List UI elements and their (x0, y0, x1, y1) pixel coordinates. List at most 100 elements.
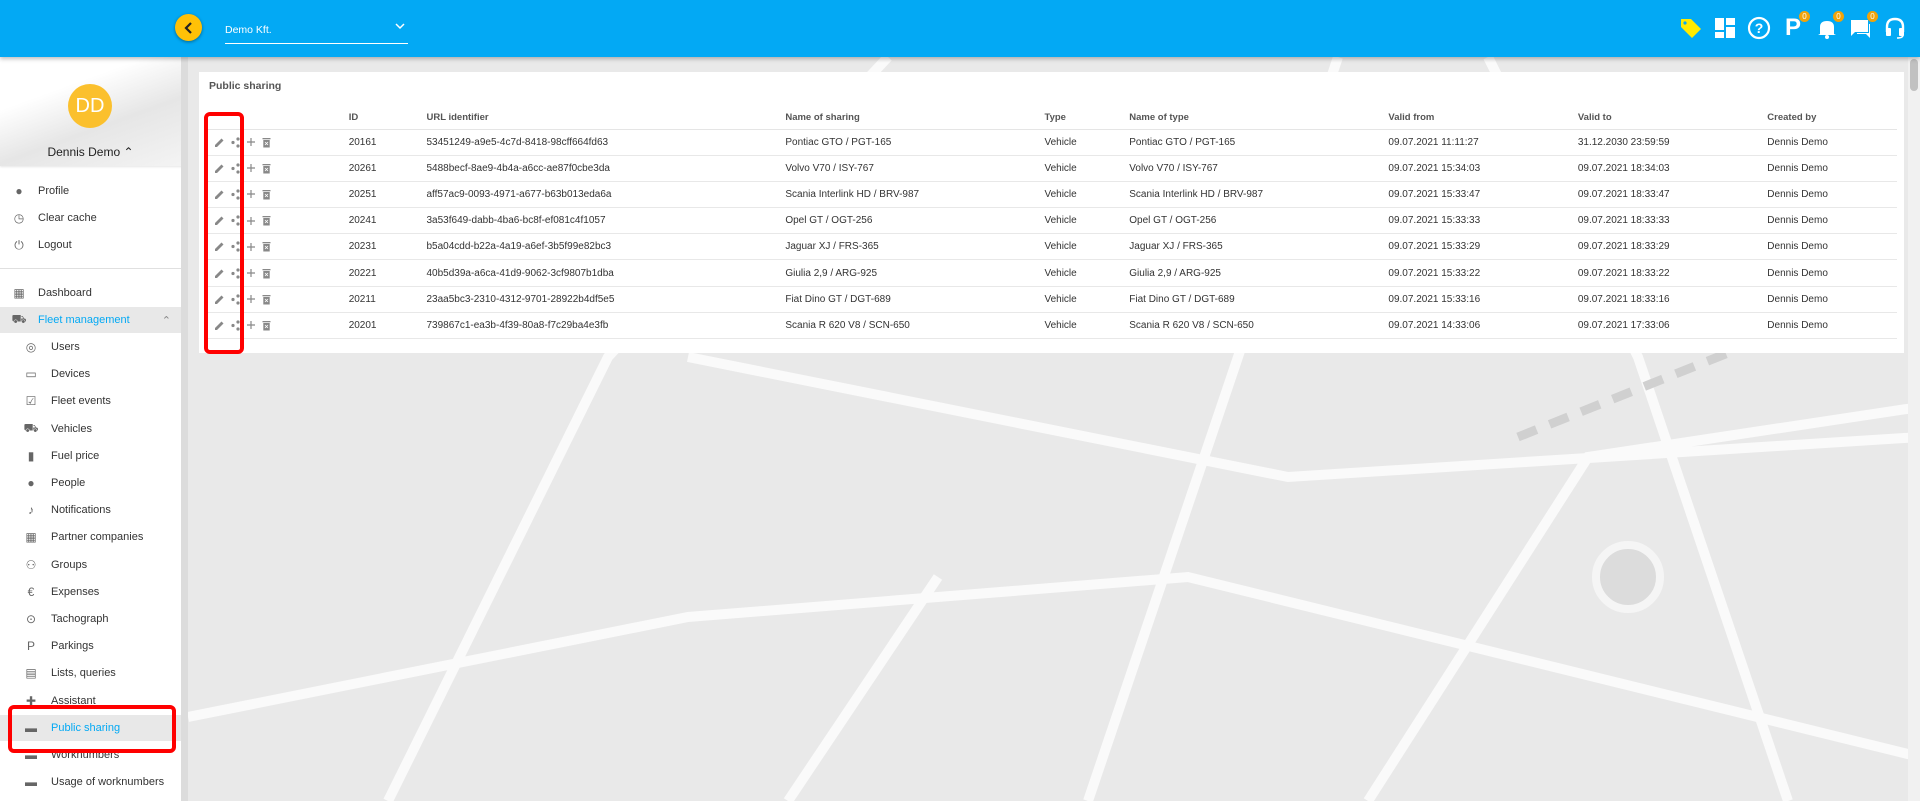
cell-valid-to: 09.07.2021 18:33:47 (1577, 181, 1768, 209)
edit-icon[interactable] (214, 320, 225, 331)
edit-icon[interactable] (214, 215, 225, 226)
help-button[interactable]: ? (1746, 15, 1772, 41)
tag-button[interactable] (1678, 15, 1704, 41)
plus-icon[interactable] (246, 189, 256, 199)
delete-icon[interactable] (262, 294, 271, 305)
share-icon[interactable] (231, 215, 240, 226)
sidebar-item-assistant[interactable]: ✚ Assistant (0, 688, 181, 714)
column-header[interactable]: Valid from (1388, 107, 1578, 130)
column-header[interactable]: Name of type (1129, 107, 1389, 130)
profile-header: DD Dennis Demo ⌃ (0, 57, 188, 166)
sidebar-item-tachograph[interactable]: ⊙ Tachograph (0, 606, 181, 632)
cell-created-by: Dennis Demo (1767, 312, 1897, 340)
cell-type: Vehicle (1044, 129, 1130, 156)
row-actions (204, 129, 349, 156)
company-select[interactable]: Demo Kft. (225, 23, 408, 44)
plus-icon[interactable] (246, 294, 256, 304)
sidebar-item-fuel-price[interactable]: ▮ Fuel price (0, 443, 181, 469)
share-icon[interactable] (231, 294, 240, 305)
column-header[interactable]: Name of sharing (785, 107, 1045, 130)
sidebar-item-partner-companies[interactable]: ▦ Partner companies (0, 524, 181, 550)
column-header[interactable]: URL identifier (426, 107, 786, 130)
person-icon: ● (15, 184, 23, 198)
sidebar-item-expenses[interactable]: € Expenses (0, 579, 181, 605)
messages-button[interactable]: 0 (1848, 11, 1878, 41)
delete-icon[interactable] (262, 268, 271, 279)
share-icon[interactable] (231, 267, 240, 279)
menu-label: Dashboard (38, 287, 92, 299)
cell-valid-from: 09.07.2021 15:33:29 (1388, 233, 1578, 261)
cell-created-by: Dennis Demo (1767, 259, 1897, 287)
delete-icon[interactable] (262, 163, 271, 174)
sidebar-item-lists-queries[interactable]: ▤ Lists, queries (0, 660, 181, 686)
plus-icon[interactable] (246, 163, 256, 173)
edit-icon[interactable] (214, 163, 225, 174)
table-row: 20241 3a53f649-dabb-4ba6-bc8f-ef081c4f105… (204, 207, 1897, 235)
page-title: Public sharing (209, 80, 282, 92)
sidebar-item-public-sharing[interactable]: ▬ Public sharing (0, 714, 181, 741)
sidebar-item-groups[interactable]: ⚇ Groups (0, 552, 181, 578)
sidebar-item-usage-of-worknumbers[interactable]: ▬ Usage of worknumbers (0, 769, 181, 795)
sidebar-item-fleet-events[interactable]: ☑ Fleet events (0, 388, 181, 414)
sidebar-item-dashboard[interactable]: ▦ Dashboard (0, 280, 181, 306)
plus-icon[interactable] (246, 242, 256, 252)
share-icon[interactable] (231, 320, 240, 331)
sidebar-item-devices[interactable]: ▭ Devices (0, 361, 181, 387)
menu-label: Expenses (51, 585, 100, 598)
share-icon[interactable] (231, 163, 240, 174)
user-menu-toggle[interactable]: Dennis Demo ⌃ (0, 145, 181, 159)
menu-clear-cache[interactable]: ◷ Clear cache (0, 205, 181, 231)
menu-profile[interactable]: ● Profile (0, 178, 181, 204)
bell-icon (1818, 21, 1836, 39)
edit-icon[interactable] (214, 294, 225, 305)
cell-id: 20231 (348, 233, 427, 261)
edit-icon[interactable] (214, 189, 225, 200)
column-header[interactable]: Valid to (1577, 107, 1768, 130)
page-scrollbar[interactable] (1908, 57, 1920, 801)
edit-icon[interactable] (214, 241, 225, 252)
sidebar-item-fleet-management[interactable]: ⛟ Fleet management ⌃ (0, 307, 181, 333)
plus-icon[interactable] (246, 320, 256, 330)
plus-icon[interactable] (246, 268, 256, 278)
clock-icon: ◷ (13, 211, 25, 225)
menu-logout[interactable]: ⏻ Logout (0, 232, 181, 258)
messages-badge: 0 (1867, 11, 1878, 22)
menu-label: People (51, 477, 86, 489)
dashboard-layout-button[interactable] (1712, 15, 1738, 41)
building-icon: ▦ (25, 530, 37, 545)
sidebar-item-users[interactable]: ◎ Users (0, 334, 181, 360)
sidebar-scrollbar[interactable] (181, 57, 188, 801)
share-icon[interactable] (231, 189, 240, 200)
delete-icon[interactable] (262, 215, 271, 226)
notifications-button[interactable]: 0 (1814, 11, 1844, 41)
column-header[interactable]: Created by (1767, 107, 1897, 130)
scrollbar-thumb[interactable] (1910, 59, 1918, 91)
edit-icon[interactable] (214, 137, 225, 148)
chevron-down-icon (395, 23, 405, 30)
cell-created-by: Dennis Demo (1767, 233, 1897, 261)
menu-label: Fleet events (51, 395, 111, 408)
menu-label: Notifications (51, 504, 111, 517)
plus-icon[interactable] (246, 216, 256, 226)
sidebar-item-people[interactable]: ● People (0, 470, 181, 496)
share-icon[interactable] (231, 241, 240, 252)
delete-icon[interactable] (262, 137, 271, 148)
collapse-sidebar-button[interactable] (175, 14, 202, 41)
sidebar-item-vehicles[interactable]: ⛟ Vehicles (0, 416, 181, 442)
edit-icon[interactable] (214, 268, 225, 279)
car-icon: ⛟ (23, 420, 39, 435)
fingerprint-icon: ◎ (25, 340, 37, 354)
delete-icon[interactable] (262, 241, 271, 252)
delete-icon[interactable] (262, 189, 271, 200)
delete-icon[interactable] (262, 320, 271, 331)
table-row: 20211 23aa5bc3-2310-4312-9701-28922b4df5e… (204, 286, 1897, 313)
share-icon[interactable] (231, 136, 240, 148)
sidebar-item-parkings[interactable]: P Parkings (0, 633, 181, 659)
sidebar-item-notifications[interactable]: ♪ Notifications (0, 497, 181, 523)
cell-valid-from: 09.07.2021 11:11:27 (1388, 129, 1578, 156)
support-button[interactable] (1882, 15, 1908, 41)
plus-icon[interactable] (246, 137, 256, 147)
column-header[interactable]: ID (348, 107, 427, 130)
column-header[interactable]: Type (1044, 107, 1130, 130)
